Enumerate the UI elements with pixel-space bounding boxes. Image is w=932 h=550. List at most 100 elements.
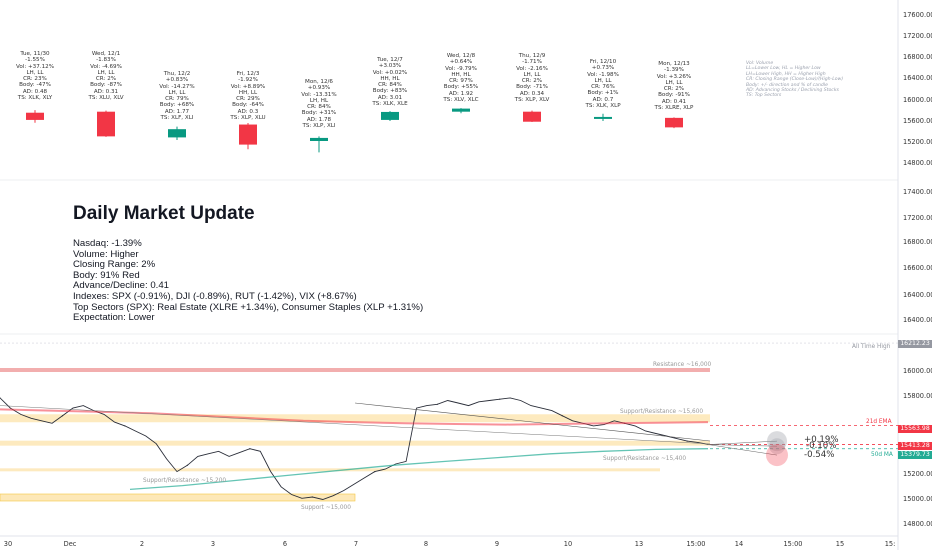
summary-line: Indexes: SPX (-0.91%), DJI (-0.89%), RUT… <box>73 290 357 302</box>
day-card-line: TS: XLP, XLV <box>514 97 550 104</box>
day-card-line: HH, HL <box>380 75 400 82</box>
day-card-line: Mon, 12/13 <box>658 61 690 67</box>
support-resistance-zone <box>0 414 710 423</box>
day-card-line: Vol: -2.16% <box>516 65 548 72</box>
day-card-line: +3.03% <box>378 63 402 70</box>
y-tick-label: 16000.00 <box>903 96 932 104</box>
day-card-line: Body: +31% <box>301 110 337 117</box>
day-card-line: LH, LL <box>594 77 612 84</box>
day-candle-body <box>310 137 328 141</box>
day-card-line: Vol: +0.02% <box>372 69 408 76</box>
y-tick-label: 17200.00 <box>903 32 932 40</box>
day-card-line: TS: XLK, XLP <box>585 103 621 110</box>
day-card-line: -1.92% <box>238 77 258 84</box>
day-card-line: -1.55% <box>25 57 45 64</box>
day-card-line: +0.73% <box>591 65 615 72</box>
legend-line: AD: Advancing Stocks / Declining Stocks <box>746 88 839 94</box>
day-card-line: TS: XLV, XLC <box>443 97 479 104</box>
day-card: Wed, 12/1 -1.83% Vol: -4.69% LH, LL CR: 2% Bo… <box>71 51 141 101</box>
day-card-line: CR: 84% <box>307 104 331 111</box>
day-card-line: LH, LL <box>665 79 683 86</box>
last-price-badge: 15413.28 <box>898 442 932 450</box>
projection-marker-up <box>767 431 787 452</box>
day-card: Tue, 11/30 -1.55% Vol: +37.12% LH, LL CR: 23… <box>0 51 70 101</box>
day-card-line: Vol: +3.26% <box>656 73 692 80</box>
legend-line: Body: +/- direction and % of candle <box>746 82 828 88</box>
y-tick-label: 15800.00 <box>903 392 932 400</box>
day-card-line: Body: -64% <box>232 102 264 109</box>
projection-line <box>707 440 778 445</box>
day-card-line: CR: 2% <box>95 76 117 83</box>
y-tick-label: 16000.00 <box>903 367 932 375</box>
day-card-line: CR: 2% <box>521 78 543 85</box>
legend-line: TS: Top Sectors <box>746 93 782 99</box>
day-card-line: AD: 0.34 <box>519 90 545 97</box>
day-card-line: TS: XLP, XLI <box>302 123 336 130</box>
day-card-line: Body: -91% <box>658 92 690 99</box>
x-tick-label: 15 <box>835 540 845 548</box>
day-card-line: Thu, 12/2 <box>163 71 191 77</box>
day-candle-body <box>168 129 186 138</box>
price-point <box>311 496 313 498</box>
legend-line: Vol: Volume <box>746 61 774 66</box>
day-card-line: AD: 0.3 <box>237 108 259 115</box>
projection-line <box>707 444 778 447</box>
day-card-line: AD: 1.78 <box>306 116 332 123</box>
day-card: Wed, 12/8 +0.64% Vol: -9.79% HH, HL CR: 97% B… <box>426 53 496 103</box>
projection-marker-flat <box>769 438 785 455</box>
ema-price-badge: 15563.98 <box>898 425 932 433</box>
y-tick-label: 15000.00 <box>903 495 932 503</box>
summary-text: Nasdaq: -1.39% Volume: Higher Closing Ra… <box>73 238 423 324</box>
day-card-line: Vol: +8.89% <box>230 83 266 90</box>
day-card-line: TS: XLK, XLE <box>372 101 408 108</box>
x-tick-label: 15: <box>884 540 896 548</box>
day-card-line: Body: +68% <box>159 102 195 109</box>
day-card-line: Body: -71% <box>516 84 548 91</box>
day-card-line: Body: -47% <box>19 82 51 89</box>
x-tick-label: 8 <box>423 540 429 548</box>
projection-label: +0.19% <box>804 435 839 445</box>
y-tick-label: 16400.00 <box>903 316 932 324</box>
x-tick-label: 6 <box>282 540 288 548</box>
day-card-line: LH, HL <box>309 97 329 104</box>
x-tick-label: 9 <box>494 540 500 548</box>
price-point <box>436 403 438 405</box>
day-card-line: +0.64% <box>449 59 473 66</box>
summary-line: Body: 91% Red <box>73 269 140 281</box>
price-point <box>686 440 688 442</box>
day-card-line: Vol: -13.31% <box>301 91 337 98</box>
legend-line: LL=Lower Low, HL = Higher Low <box>746 66 821 72</box>
price-point <box>124 425 126 427</box>
day-card-line: Tue, 11/30 <box>20 51 50 57</box>
x-tick-label: 7 <box>353 540 359 548</box>
day-card-line: Vol: -1.98% <box>587 71 619 78</box>
trend-line <box>0 405 711 445</box>
y-tick-label: 16800.00 <box>903 53 932 61</box>
day-card-line: Body: -87% <box>90 82 122 89</box>
summary-line: Nasdaq: -1.39% <box>73 238 142 249</box>
x-tick-label: 15:00 <box>686 540 706 548</box>
day-card-line: Body: +1% <box>587 90 619 97</box>
day-card-line: CR: 97% <box>449 78 473 85</box>
day-candle-body <box>239 124 257 145</box>
day-card-line: -1.83% <box>96 57 116 64</box>
price-point <box>374 471 376 473</box>
legend-line: CR: Closing Range (Close-Low)/(High-Low) <box>746 77 844 83</box>
summary-line: Volume: Higher <box>73 248 139 260</box>
projection-label: -0.54% <box>804 450 835 460</box>
day-card-line: CR: 2% <box>663 86 685 93</box>
y-tick-label: 14800.00 <box>903 520 932 528</box>
day-card-line: +0.93% <box>307 85 331 92</box>
day-card-line: Wed, 12/1 <box>91 51 121 57</box>
day-card-line: Vol: +37.12% <box>15 63 55 70</box>
day-card-line: Vol: -4.69% <box>90 63 122 70</box>
x-tick-label: 3 <box>210 540 216 548</box>
y-tick-label: 15200.00 <box>903 470 932 478</box>
day-card-line: HH, HL <box>451 71 471 78</box>
day-card-line: +0.83% <box>165 77 189 84</box>
y-tick-label: 17400.00 <box>903 188 932 196</box>
day-card-line: AD: 1.92 <box>448 90 474 97</box>
support-label: Support ~15,000 <box>301 505 351 511</box>
y-tick-label: 15200.00 <box>903 138 932 146</box>
